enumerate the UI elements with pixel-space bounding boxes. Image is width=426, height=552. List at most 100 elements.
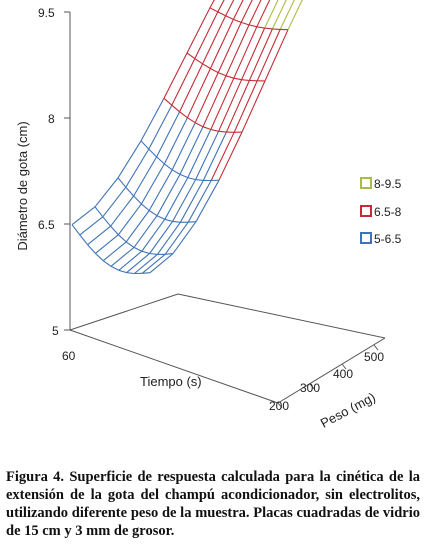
mesh-line	[141, 250, 150, 255]
floor-left-edge	[69, 293, 179, 331]
mesh-line	[149, 253, 174, 274]
mesh-line	[248, 0, 262, 26]
surface-mesh	[71, 0, 303, 275]
mesh-line	[188, 221, 197, 223]
mesh-line	[217, 11, 226, 17]
mesh-line	[225, 75, 234, 79]
z-axis-label: Diámetro de gota (cm)	[15, 121, 30, 250]
mesh-line	[217, 72, 227, 77]
mesh-line	[187, 117, 196, 124]
floor-right-edge	[277, 337, 386, 404]
mesh-line	[179, 126, 204, 175]
mesh-line	[148, 169, 173, 211]
mesh-line	[272, 28, 281, 30]
mesh-line	[126, 272, 135, 275]
mesh-line	[218, 79, 243, 132]
x-tick-label: 60	[62, 349, 76, 363]
mesh-line	[241, 21, 250, 26]
mesh-line	[186, 7, 211, 54]
mesh-line	[241, 27, 266, 80]
mesh-line	[133, 156, 158, 197]
mesh-line	[202, 131, 227, 181]
mesh-line	[195, 131, 220, 180]
mesh-line	[217, 0, 225, 13]
mesh-line	[110, 265, 120, 271]
mesh-line	[187, 180, 212, 223]
axes-frame	[69, 12, 386, 404]
mesh-line	[287, 0, 303, 30]
mesh-line	[233, 18, 242, 23]
mesh-line	[133, 215, 158, 248]
mesh-line	[195, 179, 220, 222]
mesh-line	[164, 163, 173, 171]
mesh-line	[125, 186, 135, 197]
legend-swatch	[360, 205, 372, 217]
mesh-line	[233, 26, 258, 79]
mesh-line	[87, 244, 96, 254]
legend: 8-9.5 6.5-8 5-6.5	[360, 177, 402, 246]
mesh-line	[117, 140, 142, 179]
mesh-line	[79, 216, 104, 236]
mesh-line	[248, 28, 273, 81]
mesh-line	[225, 80, 250, 133]
mesh-line	[125, 210, 150, 243]
mesh-line	[172, 221, 197, 254]
mesh-line	[218, 130, 227, 133]
mesh-line	[141, 218, 166, 252]
mesh-line	[225, 24, 250, 77]
mesh-line	[141, 203, 150, 211]
mesh-line	[87, 225, 111, 246]
caption-text: Superficie de respuesta calculada para l…	[6, 469, 420, 539]
mesh-line	[233, 77, 242, 81]
mesh-line	[209, 19, 234, 69]
mesh-line	[102, 241, 127, 262]
z-ticks	[64, 11, 70, 331]
mesh-line	[140, 140, 150, 150]
mesh-line	[256, 29, 281, 82]
mesh-line	[133, 246, 143, 252]
mesh-line	[187, 129, 212, 178]
x-axis-label: Tiempo (s)	[140, 374, 202, 389]
mesh-line	[125, 241, 135, 248]
mesh-line	[117, 177, 127, 188]
y-tick-label: 500	[364, 350, 384, 364]
mesh-line	[202, 63, 211, 69]
mesh-line	[133, 195, 142, 205]
mesh-line	[217, 22, 242, 73]
mesh-line	[248, 24, 257, 28]
mesh-line	[210, 77, 235, 130]
mesh-line	[232, 0, 244, 20]
mesh-line	[209, 7, 219, 13]
mesh-line	[179, 111, 188, 119]
z-tick-label: 9.5	[38, 6, 55, 20]
mesh-line	[195, 179, 204, 181]
caption-label: Figura 4.	[6, 469, 65, 485]
mesh-line	[95, 252, 104, 262]
mesh-line	[156, 221, 181, 255]
mesh-line	[141, 253, 166, 274]
mesh-line	[118, 234, 127, 243]
legend-label: 8-9.5	[374, 177, 402, 191]
mesh-line	[142, 272, 151, 274]
floor-back-edge	[177, 293, 386, 339]
y-axis-label: Peso (mg)	[318, 389, 378, 430]
mesh-line	[186, 68, 211, 118]
mesh-line	[225, 0, 235, 17]
mesh-line	[194, 58, 203, 65]
mesh-line	[140, 98, 165, 142]
mesh-line	[256, 0, 271, 28]
mesh-line	[149, 252, 158, 255]
mesh-line	[117, 203, 142, 236]
z-tick-label: 6.5	[38, 218, 55, 232]
mesh-line	[165, 253, 174, 255]
mesh-line	[156, 156, 165, 165]
mesh-line	[110, 225, 119, 236]
figure-caption: Figura 4. Superficie de respuesta calcul…	[6, 468, 420, 540]
mesh-line	[209, 0, 215, 9]
mesh-line	[271, 0, 287, 30]
legend-swatch	[360, 232, 372, 244]
mesh-line	[163, 52, 188, 99]
mesh-line	[172, 179, 197, 222]
mesh-line	[118, 269, 127, 274]
z-tick-label: 5	[52, 324, 59, 338]
